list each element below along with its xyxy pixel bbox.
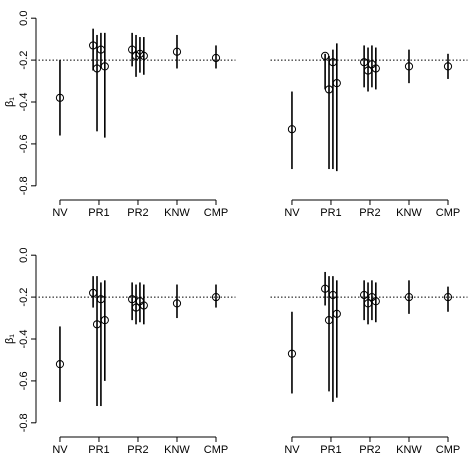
point [404,292,414,302]
point [172,47,182,56]
x-tick-label: NV [284,207,300,219]
x-tick-label: KNW [396,207,422,219]
point [371,297,380,306]
y-tick-label: -0.2 [18,51,30,70]
y-axis-label: β₁ [4,334,16,344]
y-tick-label: -0.6 [18,134,30,153]
x-tick-label: CMP [436,444,460,455]
point [404,62,414,71]
y-tick-label: -0.2 [18,288,30,307]
x-tick-label: NV [52,207,68,219]
y-axis-label: β₁ [4,97,16,107]
point [332,79,341,88]
x-tick-label: KNW [164,207,190,219]
y-tick-label: -0.4 [18,93,30,112]
x-tick-label: PR1 [88,444,109,455]
point [443,62,453,71]
point [332,309,341,318]
y-tick-label: -0.8 [18,176,30,195]
y-tick-label: -0.8 [18,413,30,432]
point [100,62,109,71]
x-tick-label: CMP [436,207,460,219]
point [443,292,453,302]
x-tick-label: NV [52,444,68,455]
x-tick-label: PR2 [127,207,148,219]
point [287,125,297,134]
x-tick-label: PR2 [359,444,380,455]
x-tick-label: KNW [164,444,190,455]
x-tick-label: CMP [204,207,228,219]
x-tick-label: PR2 [127,444,148,455]
x-tick-label: NV [284,444,300,455]
point [211,53,221,63]
point [55,93,65,102]
point [287,349,297,358]
x-tick-label: PR2 [359,207,380,219]
x-tick-label: CMP [204,444,228,455]
x-tick-label: KNW [396,444,422,455]
y-tick-label: -0.4 [18,330,30,349]
x-tick-label: PR1 [320,444,341,455]
point [100,316,109,325]
point [211,292,221,302]
point [139,51,148,61]
point [139,301,148,310]
point [172,299,182,308]
point [371,64,380,73]
x-tick-label: PR1 [320,207,341,219]
y-tick-label: -0.6 [18,371,30,390]
y-tick-label: 0.0 [18,11,30,26]
point [55,360,65,369]
y-tick-label: 0.0 [18,248,30,263]
x-tick-label: PR1 [88,207,109,219]
